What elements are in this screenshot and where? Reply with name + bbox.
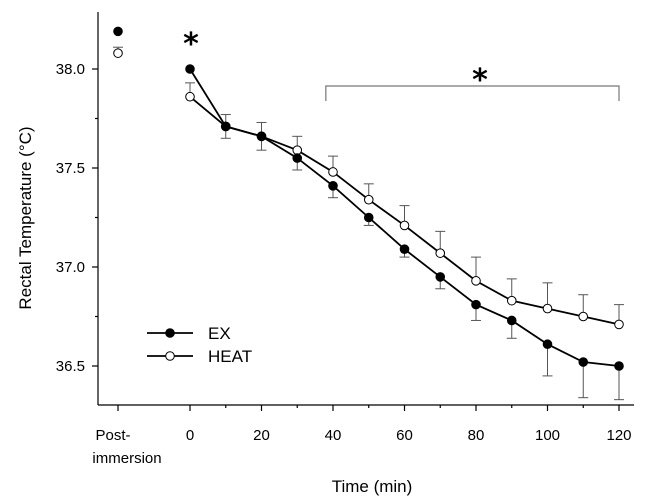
data-point-ex-post-immersion xyxy=(113,26,123,37)
data-point-ex xyxy=(399,244,410,254)
significance-bracket xyxy=(325,85,620,101)
data-point-ex xyxy=(328,181,338,191)
significance-annotations: * * xyxy=(183,27,620,101)
data-point-heat xyxy=(435,248,446,258)
x-tick-label: 40 xyxy=(325,427,342,444)
data-point-heat xyxy=(292,145,303,155)
data-point-heat xyxy=(399,220,410,231)
data-point-heat xyxy=(578,311,589,322)
significance-star-bracket: * xyxy=(472,63,488,98)
x-tick-label: 60 xyxy=(396,427,413,444)
x-tick-label: 100 xyxy=(535,427,560,444)
post-immersion-label-line2: immersion xyxy=(92,450,161,467)
data-point-heat xyxy=(614,319,624,330)
data-point-ex xyxy=(578,357,589,367)
y-tick-label: 37.5 xyxy=(56,160,85,177)
series-heat xyxy=(113,46,624,330)
data-point-heat xyxy=(363,194,374,205)
data-point-ex xyxy=(471,299,481,310)
data-point-ex xyxy=(614,361,624,371)
x-tick-label: 0 xyxy=(186,427,194,444)
legend-ex-label: EX xyxy=(208,324,231,343)
significance-star-at-zero: * xyxy=(183,27,199,62)
data-point-heat xyxy=(471,276,481,286)
series-ex xyxy=(113,26,624,401)
x-tick-label: 20 xyxy=(253,427,270,444)
data-point-ex xyxy=(363,212,374,223)
y-tick-label: 38.0 xyxy=(56,61,85,78)
data-point-heat xyxy=(185,91,195,102)
legend: EX HEAT xyxy=(147,324,252,366)
x-tick-label: 120 xyxy=(606,427,631,444)
data-point-ex xyxy=(220,121,231,132)
y-tick-label: 36.5 xyxy=(56,358,85,375)
data-point-ex xyxy=(542,339,553,350)
legend-heat-label: HEAT xyxy=(208,347,252,366)
data-point-ex xyxy=(185,64,195,74)
axes xyxy=(97,12,634,406)
x-axis-title: Time (min) xyxy=(332,477,413,496)
data-point-ex xyxy=(256,131,267,142)
x-tick-label: 80 xyxy=(468,427,485,444)
data-point-heat xyxy=(328,167,338,177)
legend-heat-marker xyxy=(165,351,175,361)
data-point-ex xyxy=(506,315,517,326)
data-point-heat-post-immersion xyxy=(113,48,123,58)
data-point-heat xyxy=(506,295,517,306)
y-axis-title: Rectal Temperature (°C) xyxy=(16,126,35,309)
post-immersion-tick-label: Post- immersion xyxy=(92,427,161,467)
y-tick-label: 37.0 xyxy=(56,259,85,276)
data-point-heat xyxy=(542,303,553,314)
series-layer xyxy=(113,26,624,401)
data-point-ex xyxy=(435,272,446,282)
post-immersion-label-line1: Post- xyxy=(95,427,130,444)
y-ticks: 36.5 37.0 37.5 38.0 xyxy=(56,61,98,375)
data-point-ex xyxy=(292,153,303,163)
legend-ex-marker xyxy=(165,328,175,338)
x-ticks: 0 20 40 60 80 100 120 xyxy=(117,405,632,444)
